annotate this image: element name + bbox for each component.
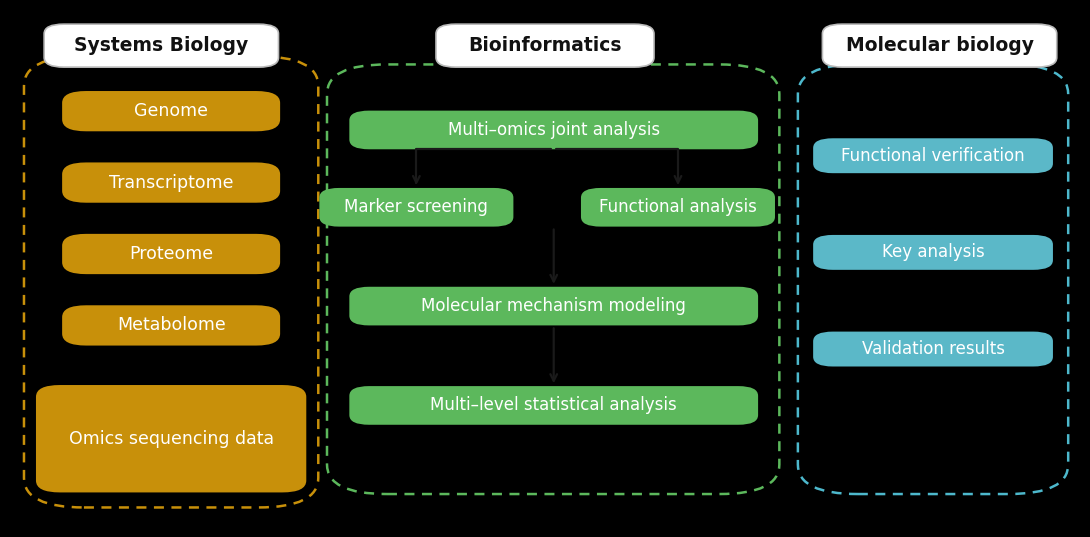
FancyBboxPatch shape [823, 24, 1056, 67]
FancyBboxPatch shape [350, 111, 759, 149]
FancyBboxPatch shape [350, 386, 759, 425]
Text: Marker screening: Marker screening [344, 198, 488, 216]
Text: Bioinformatics: Bioinformatics [469, 36, 621, 55]
FancyBboxPatch shape [62, 234, 280, 274]
FancyBboxPatch shape [62, 162, 280, 202]
Text: Genome: Genome [134, 102, 208, 120]
FancyBboxPatch shape [813, 331, 1053, 366]
FancyBboxPatch shape [62, 305, 280, 346]
FancyBboxPatch shape [62, 91, 280, 131]
FancyBboxPatch shape [44, 24, 279, 67]
Text: Molecular biology: Molecular biology [846, 36, 1033, 55]
FancyBboxPatch shape [436, 24, 654, 67]
Text: Functional verification: Functional verification [841, 147, 1025, 165]
Text: Molecular mechanism modeling: Molecular mechanism modeling [421, 297, 687, 315]
FancyBboxPatch shape [813, 139, 1053, 173]
Text: Functional analysis: Functional analysis [600, 198, 756, 216]
FancyBboxPatch shape [36, 385, 306, 492]
Text: Validation results: Validation results [861, 340, 1005, 358]
Text: Omics sequencing data: Omics sequencing data [69, 430, 274, 448]
Text: Transcriptome: Transcriptome [109, 173, 233, 192]
Text: Metabolome: Metabolome [117, 316, 226, 335]
FancyBboxPatch shape [319, 188, 513, 227]
Text: Proteome: Proteome [129, 245, 214, 263]
Text: Systems Biology: Systems Biology [74, 36, 249, 55]
FancyBboxPatch shape [581, 188, 775, 227]
Text: Multi–level statistical analysis: Multi–level statistical analysis [431, 396, 677, 415]
Text: Key analysis: Key analysis [882, 243, 984, 262]
FancyBboxPatch shape [813, 235, 1053, 270]
FancyBboxPatch shape [350, 287, 759, 325]
Text: Multi–omics joint analysis: Multi–omics joint analysis [448, 121, 659, 139]
